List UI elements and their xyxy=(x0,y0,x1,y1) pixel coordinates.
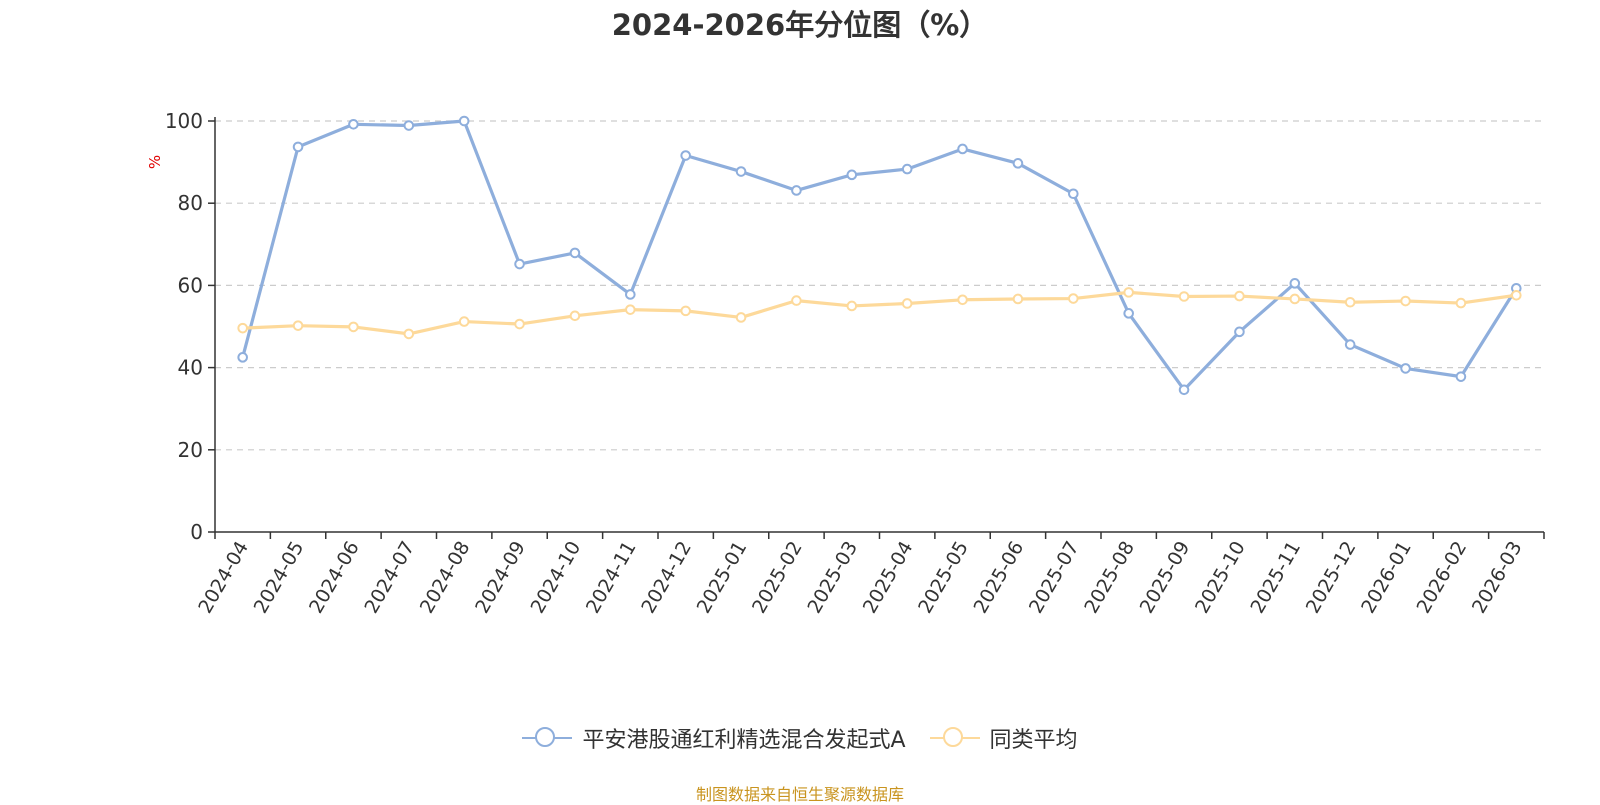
x-tick-label-2024-09: 2024-09 xyxy=(471,538,530,618)
legend-item-series-1[interactable]: 平安港股通红利精选混合发起式A xyxy=(522,722,906,754)
x-tick-label-2025-12: 2025-12 xyxy=(1302,538,1361,618)
data-point-series-2-2026-01 xyxy=(1400,295,1411,307)
data-point-series-2-2025-12 xyxy=(1344,296,1356,308)
data-point-series-1-2024-08 xyxy=(458,115,470,127)
data-point-series-2-2024-05 xyxy=(292,320,304,331)
data-point-series-2-2024-11 xyxy=(625,304,636,315)
data-point-series-2-2024-08 xyxy=(458,316,470,327)
data-point-series-1-2024-05 xyxy=(292,141,304,153)
chart-title: 2024-2026年分位图（%） xyxy=(611,8,989,42)
data-point-series-1-2024-06 xyxy=(348,118,359,130)
x-tick-label-2025-06: 2025-06 xyxy=(970,538,1029,618)
x-tick-label-2025-07: 2025-07 xyxy=(1025,538,1084,618)
x-tick-label-2024-07: 2024-07 xyxy=(360,538,419,618)
data-point-series-2-2025-04 xyxy=(901,298,913,309)
data-point-series-1-2025-04 xyxy=(901,163,913,175)
x-tick-label-2025-09: 2025-09 xyxy=(1136,538,1195,618)
data-point-series-1-2025-09 xyxy=(1178,384,1190,396)
x-tick-label-2025-10: 2025-10 xyxy=(1191,538,1250,618)
legend: 平安港股通红利精选混合发起式A 同类平均 xyxy=(0,722,1600,754)
data-point-series-1-2025-01 xyxy=(735,166,747,177)
x-tick-label-2025-08: 2025-08 xyxy=(1080,538,1139,618)
data-point-series-1-2025-06 xyxy=(1012,158,1024,169)
legend-marker-series-2 xyxy=(929,726,980,750)
y-tick-label-0: 0 xyxy=(190,520,203,544)
legend-marker-series-1 xyxy=(522,726,573,750)
y-tick-label-100: 100 xyxy=(165,109,203,133)
x-tick-label-2024-05: 2024-05 xyxy=(250,538,309,618)
data-point-series-1-2025-11 xyxy=(1289,278,1301,289)
x-tick-label-2026-02: 2026-02 xyxy=(1413,538,1472,618)
legend-item-series-2[interactable]: 同类平均 xyxy=(929,722,1078,754)
x-tick-label-2024-10: 2024-10 xyxy=(527,538,586,618)
data-point-series-2-2025-02 xyxy=(791,295,802,306)
data-point-series-1-2025-10 xyxy=(1234,326,1245,338)
x-tick-label-2024-12: 2024-12 xyxy=(637,538,696,618)
data-point-series-1-2025-03 xyxy=(846,169,858,181)
source-note: 制图数据来自恒生聚源数据库 xyxy=(695,785,904,804)
x-tick-label-2025-05: 2025-05 xyxy=(914,538,973,618)
x-tick-label-2024-08: 2024-08 xyxy=(416,538,475,618)
data-point-series-2-2025-07 xyxy=(1068,293,1079,304)
axes: 0 20 40 60 80 100 2024-042024-052024-062024-07… xyxy=(165,109,1545,618)
x-tick-label-2026-03: 2026-03 xyxy=(1468,538,1527,618)
y-tick-label-20: 20 xyxy=(178,438,203,462)
data-point-series-1-2024-11 xyxy=(625,289,636,300)
data-point-series-2-2025-10 xyxy=(1234,290,1245,302)
y-tick-label-60: 60 xyxy=(178,273,203,297)
data-point-series-1-2026-01 xyxy=(1400,363,1411,374)
data-point-series-1-2024-10 xyxy=(569,247,581,259)
data-point-series-2-2025-03 xyxy=(846,300,858,312)
data-point-series-2-2024-06 xyxy=(348,321,359,333)
data-point-series-2-2025-11 xyxy=(1289,293,1301,305)
x-tick-label-2025-11: 2025-11 xyxy=(1246,538,1305,618)
data-point-series-1-2025-12 xyxy=(1344,339,1356,350)
data-point-series-2-2025-05 xyxy=(957,294,968,306)
data-point-series-2-2025-08 xyxy=(1123,287,1134,298)
data-point-series-2-2026-03 xyxy=(1511,289,1522,301)
data-point-series-1-2025-07 xyxy=(1068,188,1079,200)
data-point-series-2-2025-06 xyxy=(1012,293,1024,305)
data-point-series-1-2025-05 xyxy=(957,143,968,155)
data-point-series-2-2024-04 xyxy=(237,322,248,334)
x-tick-label-2026-01: 2026-01 xyxy=(1357,538,1416,618)
data-point-series-1-2024-04 xyxy=(237,352,248,363)
y-tick-label-40: 40 xyxy=(178,356,203,380)
x-tick-label-2025-02: 2025-02 xyxy=(748,538,807,618)
y-tick-label-80: 80 xyxy=(178,191,203,215)
data-point-series-2-2024-09 xyxy=(514,318,525,330)
x-tick-label-2024-04: 2024-04 xyxy=(194,538,253,618)
data-point-series-1-2024-09 xyxy=(514,258,525,270)
data-point-series-2-2024-10 xyxy=(569,310,581,322)
legend-label-series-2: 同类平均 xyxy=(989,728,1078,753)
y-axis-unit-label: % xyxy=(146,155,164,169)
data-point-series-1-2026-02 xyxy=(1455,371,1467,382)
data-point-series-2-2025-09 xyxy=(1178,291,1190,302)
x-tick-label-2025-04: 2025-04 xyxy=(859,538,918,618)
x-tick-label-2024-11: 2024-11 xyxy=(582,538,641,618)
data-point-series-2-2025-01 xyxy=(735,312,747,323)
series-line-2 xyxy=(241,290,1518,336)
data-point-series-2-2026-02 xyxy=(1455,297,1467,309)
data-point-series-2-2024-12 xyxy=(680,305,691,317)
data-point-series-1-2024-07 xyxy=(403,120,415,131)
x-tick-label-2025-03: 2025-03 xyxy=(803,538,862,618)
data-point-series-2-2024-07 xyxy=(403,328,415,340)
legend-label-series-1: 平安港股通红利精选混合发起式A xyxy=(582,728,906,753)
data-point-series-1-2025-08 xyxy=(1123,308,1134,319)
grid-lines xyxy=(215,120,1544,451)
series-line-1 xyxy=(241,119,1518,392)
series-layer xyxy=(237,115,1522,396)
data-point-series-1-2024-12 xyxy=(680,150,691,161)
x-tick-label-2024-06: 2024-06 xyxy=(305,538,364,618)
data-point-series-1-2025-02 xyxy=(791,185,802,196)
x-tick-label-2025-01: 2025-01 xyxy=(693,538,752,618)
